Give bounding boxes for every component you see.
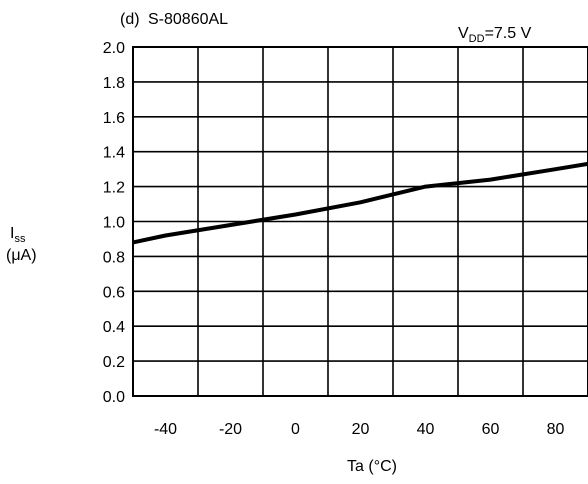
y-tick-label: 2.0 (103, 40, 125, 57)
y-tick-label: 1.0 (103, 215, 125, 232)
series-line (132, 161, 588, 245)
condition-label: VDD=7.5 V (458, 25, 532, 45)
x-tick-label: 40 (417, 421, 435, 438)
grid (133, 47, 588, 396)
y-axis-title: Iss (μA) (6, 225, 37, 264)
plot-frame (132, 46, 588, 397)
y-tick-label: 0.8 (103, 249, 125, 266)
y-axis-unit: (μA) (6, 247, 37, 264)
y-axis-symbol: Iss (10, 225, 26, 245)
condition-suffix: =7.5 V (485, 25, 532, 42)
panel-label: (d) (120, 11, 140, 28)
y-tick-label: 0.4 (103, 319, 125, 336)
condition-prefix: V (458, 25, 469, 42)
x-tick-label: 0 (291, 421, 300, 438)
x-tick-label: -20 (219, 421, 242, 438)
x-tick-label: 80 (547, 421, 565, 438)
chart-header: (d) S-80860AL VDD=7.5 V (120, 11, 532, 45)
y-tick-label: 0.0 (103, 389, 125, 406)
x-tick-labels: -40 -20 0 20 40 60 80 (154, 421, 565, 438)
y-tick-label: 0.6 (103, 284, 125, 301)
y-tick-label: 1.6 (103, 110, 125, 127)
y-tick-label: 1.2 (103, 180, 125, 197)
y-axis-symbol-main: I (10, 225, 14, 242)
y-tick-labels: 0.0 0.2 0.4 0.6 0.8 1.0 1.2 1.4 1.6 1.8 2.0 (103, 40, 125, 406)
series-layer (132, 161, 588, 245)
x-tick-label: 20 (352, 421, 370, 438)
condition-subscript: DD (469, 33, 485, 45)
x-tick-label: -40 (154, 421, 177, 438)
x-axis-title: Ta (°C) (347, 458, 397, 475)
y-tick-label: 1.8 (103, 75, 125, 92)
y-tick-label: 1.4 (103, 145, 125, 162)
y-tick-label: 0.2 (103, 354, 125, 371)
chart-title: S-80860AL (148, 11, 228, 28)
y-axis-symbol-subscript: ss (14, 233, 26, 245)
x-tick-label: 60 (482, 421, 500, 438)
